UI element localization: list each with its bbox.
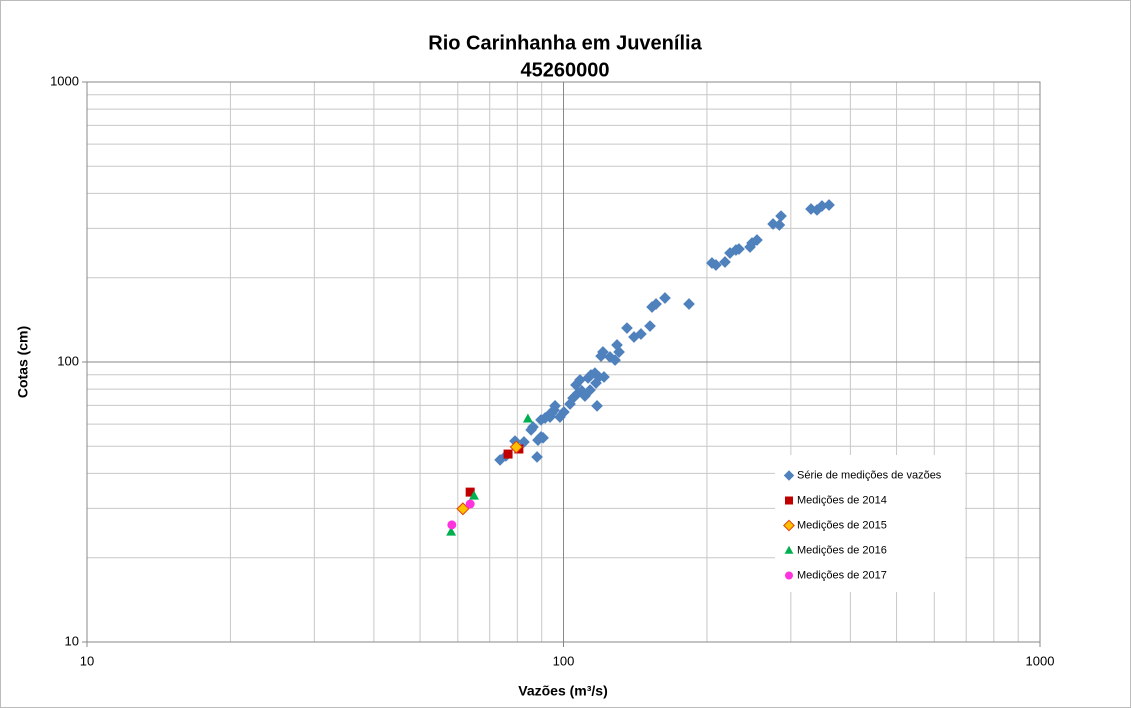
marker (683, 298, 695, 310)
marker (816, 200, 828, 212)
chart-subtitle: 45260000 (521, 59, 610, 81)
marker (570, 379, 582, 391)
marker (613, 346, 625, 358)
marker (744, 241, 756, 253)
y-tick-label: 10 (65, 633, 79, 648)
legend-label: Série de medições de vazões (797, 469, 942, 481)
marker (751, 234, 763, 246)
marker (469, 490, 479, 500)
marker (532, 434, 544, 446)
marker (567, 392, 579, 404)
plot-border (86, 81, 1041, 643)
marker (650, 298, 662, 310)
chart-title: Rio Carinhanha em Juvenília (428, 32, 702, 54)
marker (509, 435, 521, 447)
marker (590, 377, 602, 389)
marker (746, 237, 758, 249)
marker (621, 322, 633, 334)
marker (598, 371, 610, 383)
marker (773, 219, 786, 231)
marker (659, 292, 671, 304)
x-tick-label: 10 (80, 653, 94, 668)
legend (775, 455, 965, 592)
marker (595, 350, 607, 362)
marker (537, 431, 549, 444)
legend-label: Medições de 2016 (797, 544, 887, 556)
x-tick-label: 100 (553, 653, 575, 668)
marker (582, 372, 594, 384)
y-axis-label: Cotas (cm) (15, 326, 31, 398)
marker (785, 571, 793, 580)
y-tick-label: 1000 (50, 73, 79, 88)
marker (591, 400, 603, 412)
marker (465, 499, 475, 509)
marker (549, 400, 561, 412)
marker (719, 256, 731, 268)
marker (589, 367, 601, 379)
marker (823, 199, 835, 211)
marker (544, 411, 556, 423)
marker (558, 406, 570, 418)
marker (503, 449, 513, 459)
marker (710, 259, 722, 271)
marker (509, 440, 523, 454)
marker (785, 496, 793, 505)
marker (805, 203, 817, 215)
marker (604, 351, 616, 363)
marker (554, 411, 566, 423)
marker (465, 487, 475, 497)
marker (646, 301, 658, 313)
x-axis-label: Vazões (m³/s) (518, 683, 607, 699)
marker (539, 412, 551, 424)
marker (597, 346, 609, 358)
marker (783, 519, 795, 532)
marker (611, 339, 623, 351)
marker (447, 520, 457, 530)
marker (733, 243, 745, 255)
marker (609, 354, 621, 366)
legend-label: Medições de 2014 (797, 494, 887, 506)
legend-label: Medições de 2017 (797, 569, 887, 581)
marker (564, 398, 576, 410)
marker (535, 414, 547, 426)
marker (574, 374, 586, 386)
marker (644, 320, 656, 332)
marker (446, 526, 457, 536)
marker (635, 328, 647, 340)
marker (527, 421, 539, 433)
y-tick-label: 100 (57, 353, 79, 368)
marker (783, 470, 795, 481)
legend-label: Medições de 2015 (797, 519, 887, 531)
marker (784, 545, 794, 554)
marker (522, 413, 533, 423)
marker (584, 384, 596, 396)
marker (531, 451, 543, 463)
marker (775, 210, 787, 222)
x-tick-label: 1000 (1026, 653, 1055, 668)
